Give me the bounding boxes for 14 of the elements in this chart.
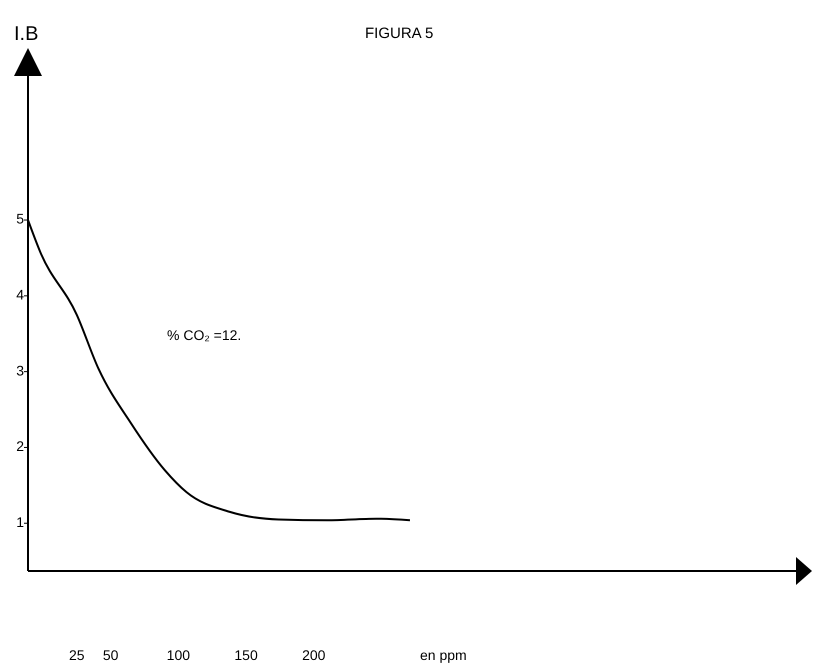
y-tick-label: 1 (16, 514, 24, 530)
x-tick-label: 25 (68, 647, 85, 663)
annotation: % CO₂ =12. (167, 327, 242, 343)
x-tick-label: 100 (166, 647, 190, 663)
x-tick-label: 200 (302, 647, 326, 663)
x-tick-label: 50 (102, 647, 119, 663)
x-axis-title: en ppm (420, 647, 467, 663)
y-axis-title: I.B (14, 23, 38, 45)
chart-title: FIGURA 5 (365, 25, 434, 42)
y-tick-label: 2 (16, 438, 24, 454)
y-tick-label: 3 (16, 362, 24, 378)
x-tick-label: 150 (234, 647, 258, 663)
y-tick-label: 5 (16, 210, 24, 227)
y-tick-label: 4 (16, 286, 24, 303)
